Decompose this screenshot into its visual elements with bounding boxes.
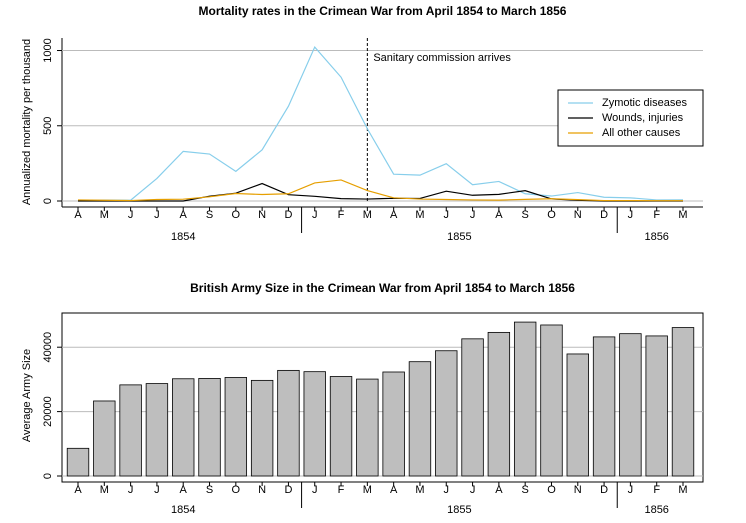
x-tick-label: S [206, 484, 213, 496]
x-tick-label: J [128, 484, 134, 496]
x-tick-label: J [444, 209, 450, 221]
bar [224, 377, 248, 477]
y-tick-label: 40000 [42, 332, 54, 363]
bar [303, 371, 326, 477]
bar [145, 383, 169, 477]
bar [172, 378, 195, 477]
x-tick-label: J [628, 209, 634, 221]
bar [66, 447, 90, 477]
x-tick-label: M [415, 484, 424, 496]
bar [198, 378, 221, 477]
bar [487, 331, 511, 477]
x-tick-label: F [338, 209, 345, 221]
x-tick-label: D [600, 484, 608, 496]
x-group-label: 1856 [644, 231, 668, 243]
plot-frame [61, 312, 704, 483]
x-tick-label: M [678, 209, 687, 221]
legend-label: Zymotic diseases [602, 97, 687, 109]
x-tick-label: A [74, 209, 82, 221]
x-tick-label: S [522, 484, 529, 496]
x-tick-label: M [415, 209, 424, 221]
x-group-label: 1855 [447, 231, 471, 243]
bar [93, 400, 116, 477]
y-tick-label: 1000 [42, 38, 54, 62]
x-tick-label: O [547, 484, 556, 496]
x-group-label: 1854 [171, 504, 195, 516]
x-tick-label: D [600, 209, 608, 221]
x-tick-label: N [258, 209, 266, 221]
x-tick-label: A [180, 209, 188, 221]
y-axis-title: Average Army Size [21, 349, 33, 442]
bar [250, 379, 274, 477]
x-tick-label: O [232, 209, 241, 221]
x-tick-label: M [678, 484, 687, 496]
bar [461, 338, 484, 477]
x-tick-label: A [495, 484, 503, 496]
x-tick-label: N [574, 484, 582, 496]
legend-label: All other causes [602, 127, 681, 139]
x-group-label: 1854 [171, 231, 195, 243]
x-tick-label: N [574, 209, 582, 221]
x-tick-label: O [232, 484, 241, 496]
x-tick-label: J [154, 209, 160, 221]
x-tick-label: N [258, 484, 266, 496]
bar [566, 353, 589, 477]
series-line [78, 182, 683, 202]
x-tick-label: S [206, 209, 213, 221]
x-tick-label: J [128, 209, 134, 221]
x-tick-label: F [653, 209, 660, 221]
x-tick-label: J [470, 209, 476, 221]
x-tick-label: J [628, 484, 634, 496]
x-tick-label: J [312, 484, 318, 496]
bar [382, 371, 405, 477]
x-group-label: 1855 [447, 504, 471, 516]
x-tick-label: D [284, 209, 292, 221]
bar [408, 361, 432, 477]
x-tick-label: M [363, 484, 372, 496]
x-tick-label: S [522, 209, 529, 221]
bar [356, 378, 379, 477]
bar [513, 321, 537, 477]
bar [540, 324, 563, 477]
series-line [77, 45, 684, 202]
chart-title: Mortality rates in the Crimean War from … [199, 4, 567, 18]
series-line [77, 179, 683, 202]
x-tick-label: F [653, 484, 660, 496]
x-tick-label: D [284, 484, 292, 496]
x-tick-label: A [390, 484, 398, 496]
bar [119, 384, 142, 477]
x-group-label: 1856 [644, 504, 668, 516]
x-tick-label: J [312, 209, 318, 221]
y-tick-label: 0 [42, 473, 54, 479]
x-tick-label: J [154, 484, 160, 496]
legend-label: Wounds, injuries [602, 112, 684, 124]
y-tick-label: 20000 [42, 396, 54, 427]
y-axis-title: Annualized mortality per thousand [21, 39, 33, 205]
x-tick-label: F [338, 484, 345, 496]
chart-title: British Army Size in the Crimean War fro… [190, 281, 575, 295]
bar [671, 327, 695, 477]
bar [277, 369, 300, 477]
bar [329, 376, 353, 477]
y-tick-label: 0 [42, 198, 54, 204]
annotation-text: Sanitary commission arrives [373, 52, 511, 64]
x-tick-label: J [444, 484, 450, 496]
x-tick-label: M [100, 209, 109, 221]
x-tick-label: A [180, 484, 188, 496]
x-tick-label: J [470, 484, 476, 496]
x-tick-label: A [495, 209, 503, 221]
bar [645, 335, 668, 477]
y-tick-label: 500 [42, 117, 54, 135]
x-tick-label: A [390, 209, 398, 221]
bar [592, 336, 616, 477]
bar [435, 350, 458, 477]
bar [619, 333, 642, 477]
x-tick-label: O [547, 209, 556, 221]
x-tick-label: A [74, 484, 82, 496]
x-tick-label: M [100, 484, 109, 496]
x-tick-label: M [363, 209, 372, 221]
